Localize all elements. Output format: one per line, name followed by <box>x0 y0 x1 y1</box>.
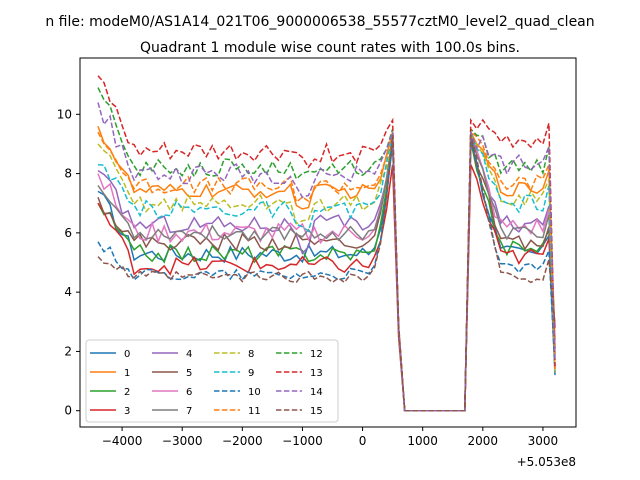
legend-label: 8 <box>248 349 254 360</box>
series-line-6 <box>97 137 556 412</box>
x-offset-label: +5.053e8 <box>517 455 576 469</box>
series-line-9 <box>97 131 556 412</box>
legend-label: 11 <box>248 406 261 417</box>
legend-label: 15 <box>310 406 323 417</box>
x-tick-label: −4000 <box>102 434 143 448</box>
series-line-10 <box>97 137 556 412</box>
y-tick-label: 0 <box>64 404 72 418</box>
y-tick-label: 8 <box>64 167 72 181</box>
y-tick-label: 4 <box>64 285 72 299</box>
series-line-13 <box>97 75 556 412</box>
series-line-11 <box>97 130 556 412</box>
legend-label: 13 <box>310 368 323 379</box>
legend-label: 2 <box>124 387 130 398</box>
legend-label: 12 <box>310 349 323 360</box>
legend-label: 10 <box>248 387 261 398</box>
y-tick-label: 10 <box>57 107 72 121</box>
y-tick-label: 6 <box>64 226 72 240</box>
series-line-12 <box>97 87 556 412</box>
legend-label: 7 <box>186 406 192 417</box>
legend-label: 0 <box>124 349 130 360</box>
series-line-1 <box>97 125 556 412</box>
x-tick-label: 3000 <box>528 434 559 448</box>
x-tick-label: 0 <box>359 434 367 448</box>
legend-label: 3 <box>124 406 130 417</box>
legend-frame <box>85 339 339 423</box>
x-tick-label: −3000 <box>162 434 203 448</box>
legend-label: 14 <box>310 387 323 398</box>
series-line-14 <box>97 102 556 412</box>
x-axis: −4000 −3000 −2000 −1000 0 1000 2000 3000 <box>102 427 558 448</box>
chart-title: Quadrant 1 module wise count rates with … <box>140 40 520 56</box>
chart-suptitle: n file: modeM0/AS1A14_021T06_9000006538_… <box>45 14 594 30</box>
legend-label: 1 <box>124 368 130 379</box>
y-tick-label: 2 <box>64 344 72 358</box>
x-tick-label: −1000 <box>282 434 323 448</box>
axes-frame <box>79 57 577 428</box>
x-tick-label: 2000 <box>468 434 499 448</box>
legend-label: 6 <box>186 387 192 398</box>
series-layer <box>97 75 556 412</box>
legend-label: 9 <box>248 368 254 379</box>
y-axis: 0 2 4 6 8 10 <box>57 107 80 418</box>
series-line-3 <box>97 164 556 412</box>
legend-label: 4 <box>186 349 192 360</box>
x-tick-label: −2000 <box>222 434 263 448</box>
x-tick-label: 1000 <box>407 434 438 448</box>
series-line-7 <box>97 134 556 412</box>
legend-label: 5 <box>186 368 192 379</box>
